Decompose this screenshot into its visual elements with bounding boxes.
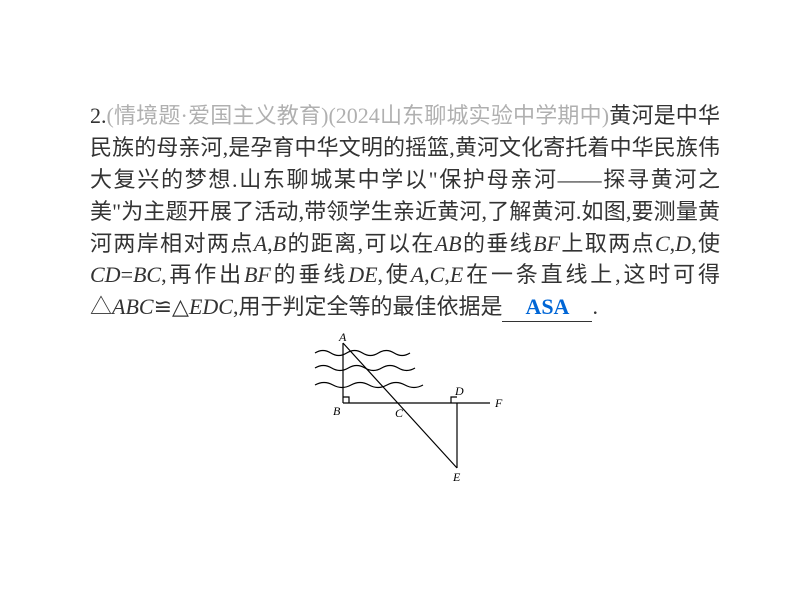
period: . — [592, 294, 598, 319]
t5: ,再作出 — [161, 262, 244, 287]
var-D: D — [675, 231, 691, 256]
t3: 上取两点 — [560, 231, 655, 256]
question-block: 2.(情境题·爱国主义教育)(2024山东聊城实验中学期中)黄河是中华民族的母亲… — [90, 100, 720, 493]
tri-EDC: EDC — [189, 294, 233, 319]
tri2: △ — [172, 294, 189, 319]
var-B: B — [273, 231, 286, 256]
svg-text:D: D — [454, 384, 464, 398]
t9: ,用于判定全等的最佳依据是 — [233, 294, 503, 319]
t1: 的距离,可以在 — [286, 231, 435, 256]
var-C2: C — [430, 262, 445, 287]
svg-text:C: C — [395, 406, 404, 420]
question-number: 2. — [90, 103, 107, 128]
tri-ABC: ABC — [112, 294, 154, 319]
seg-BF2: BF — [244, 262, 271, 287]
context-tag: (情境题·爱国主义教育)(2024山东聊城实验中学期中) — [107, 103, 610, 128]
cong: ≌ — [154, 294, 172, 319]
t2: 的垂线 — [462, 231, 534, 256]
answer-blank: ASA — [502, 294, 592, 321]
svg-text:F: F — [494, 396, 503, 410]
t7: ,使 — [378, 262, 411, 287]
var-A2: A — [411, 262, 424, 287]
svg-text:E: E — [452, 470, 461, 484]
geometry-figure: A B C D F E — [295, 333, 515, 493]
seg-CD: CD — [90, 262, 121, 287]
answer-text: ASA — [525, 294, 569, 319]
var-A: A — [254, 231, 267, 256]
svg-text:B: B — [333, 404, 341, 418]
seg-DE: DE — [348, 262, 377, 287]
t6: 的垂线 — [271, 262, 348, 287]
var-E: E — [450, 262, 463, 287]
seg-BF: BF — [533, 231, 560, 256]
t4: ,使 — [691, 231, 720, 256]
seg-BC: BC — [133, 262, 161, 287]
seg-AB: AB — [435, 231, 462, 256]
svg-text:A: A — [338, 333, 347, 344]
eq: = — [121, 262, 133, 287]
var-C: C — [655, 231, 670, 256]
